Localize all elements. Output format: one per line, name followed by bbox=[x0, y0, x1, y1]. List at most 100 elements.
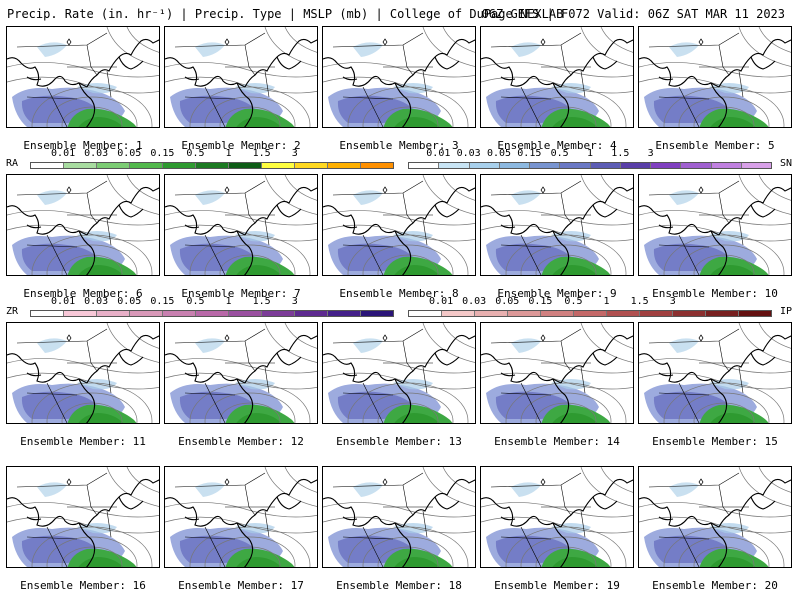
ensemble-member-map bbox=[164, 466, 318, 568]
legend-color-swatch bbox=[295, 311, 328, 316]
legend-tick-label: 1 bbox=[586, 148, 594, 159]
legend-tick-label: 0.05 bbox=[486, 148, 512, 159]
ensemble-member-map bbox=[322, 26, 476, 128]
freezing-rain-legend: ZR 0.01 0.03 0.05 0.15 0.5 1 1.5 3 bbox=[0, 296, 400, 326]
rain-legend-colorbar bbox=[30, 162, 394, 169]
legend-tick-label: 0.5 bbox=[186, 148, 205, 159]
ensemble-member-map bbox=[480, 26, 634, 128]
ensemble-member-label: Ensemble Member: 1 bbox=[23, 139, 143, 152]
ensemble-member-label: Ensemble Member: 14 bbox=[494, 435, 620, 448]
legend-color-swatch bbox=[97, 163, 130, 168]
legend-tick-label: 0.03 bbox=[84, 296, 109, 307]
legend-tick-label: 1 bbox=[225, 148, 232, 159]
ensemble-member-label: Ensemble Member: 2 bbox=[181, 139, 301, 152]
legend-tick-label: 1.5 bbox=[252, 296, 271, 307]
snow-legend-tag: SN bbox=[779, 158, 792, 169]
legend-tick-label: 3 bbox=[291, 148, 298, 159]
legend-color-swatch bbox=[409, 163, 440, 168]
legend-color-swatch bbox=[163, 311, 196, 316]
ice-pellets-legend-tag: IP bbox=[779, 306, 792, 317]
legend-tick-label: 0.15 bbox=[150, 148, 175, 159]
legend-tick-label: 0.03 bbox=[84, 148, 109, 159]
legend-color-swatch bbox=[607, 311, 640, 316]
ensemble-member-map bbox=[638, 174, 792, 276]
legend-tick-label: 1.5 bbox=[252, 148, 271, 159]
legend-color-swatch bbox=[711, 163, 742, 168]
legend-color-swatch bbox=[262, 163, 295, 168]
ensemble-member-label: Ensemble Member: 10 bbox=[652, 287, 778, 300]
legend-color-swatch bbox=[439, 163, 470, 168]
freezing-rain-legend-tag: ZR bbox=[6, 306, 19, 317]
legend-tick-label: 1.5 bbox=[630, 296, 649, 307]
legend-color-swatch bbox=[31, 163, 64, 168]
ensemble-member-map bbox=[164, 26, 318, 128]
ensemble-member-label: Ensemble Member: 7 bbox=[181, 287, 301, 300]
header-model-valid-time: 06Z GEFS | F072 Valid: 06Z SAT MAR 11 20… bbox=[481, 7, 785, 21]
ensemble-member-map bbox=[322, 466, 476, 568]
ensemble-member-map bbox=[638, 322, 792, 424]
ensemble-member-label: Ensemble Member: 17 bbox=[178, 579, 304, 592]
legend-color-swatch bbox=[681, 163, 712, 168]
legend-color-swatch bbox=[295, 163, 328, 168]
ensemble-member-label: Ensemble Member: 12 bbox=[178, 435, 304, 448]
legend-color-swatch bbox=[229, 163, 262, 168]
legend-tick-label: 0.05 bbox=[117, 296, 142, 307]
rain-rate-legend: RA 0.01 0.03 0.05 0.15 0.5 1 1.5 3 bbox=[0, 148, 400, 178]
legend-color-swatch bbox=[328, 163, 361, 168]
legend-tick-label: 1 bbox=[603, 296, 610, 307]
legend-tick-label: 0.03 bbox=[462, 296, 487, 307]
legend-color-swatch bbox=[163, 163, 196, 168]
legend-tick-label: 0.05 bbox=[117, 148, 142, 159]
legend-color-swatch bbox=[130, 311, 163, 316]
legend-tick-label: 3 bbox=[647, 148, 654, 159]
legend-tick-label: 3 bbox=[669, 296, 676, 307]
legend-tick-label: 1 bbox=[225, 296, 232, 307]
legend-tick-label: 1.5 bbox=[611, 148, 630, 159]
legend-color-swatch bbox=[130, 163, 163, 168]
header-product-title: Precip. Rate (in. hr⁻¹) | Precip. Type |… bbox=[7, 7, 564, 21]
ensemble-member-map bbox=[480, 322, 634, 424]
legend-color-swatch bbox=[739, 311, 771, 316]
freezing-rain-legend-colorbar bbox=[30, 310, 394, 317]
legend-tick-label: 0.5 bbox=[564, 296, 583, 307]
ensemble-member-label: Ensemble Member: 15 bbox=[652, 435, 778, 448]
ensemble-member-label: Ensemble Member: 6 bbox=[23, 287, 143, 300]
ensemble-member-label: Ensemble Member: 9 bbox=[497, 287, 617, 300]
rain-legend-tag: RA bbox=[6, 158, 19, 169]
ice-pellets-legend-colorbar bbox=[408, 310, 772, 317]
legend-color-swatch bbox=[508, 311, 541, 316]
legend-tick-label: 0.5 bbox=[186, 296, 205, 307]
legend-color-swatch bbox=[530, 163, 561, 168]
legend-tick-label: 0.03 bbox=[456, 148, 481, 159]
ensemble-member-map bbox=[638, 26, 792, 128]
legend-color-swatch bbox=[706, 311, 739, 316]
ensemble-member-label: Ensemble Member: 11 bbox=[20, 435, 146, 448]
legend-color-swatch bbox=[64, 163, 97, 168]
ensemble-member-map bbox=[6, 174, 160, 276]
legend-color-swatch bbox=[673, 311, 706, 316]
legend-color-swatch bbox=[31, 311, 64, 316]
legend-tick-label: 0.5 bbox=[550, 148, 569, 159]
header-bar: Precip. Rate (in. hr⁻¹) | Precip. Type |… bbox=[0, 0, 800, 26]
legend-color-swatch bbox=[361, 163, 393, 168]
legend-color-swatch bbox=[620, 163, 651, 168]
legend-color-swatch bbox=[328, 311, 361, 316]
legend-tick-label: 0.01 bbox=[51, 148, 76, 159]
legend-color-swatch bbox=[97, 311, 130, 316]
legend-tick-label: 0.01 bbox=[426, 148, 451, 159]
ensemble-member-label: Ensemble Member: 3 bbox=[339, 139, 459, 152]
legend-color-swatch bbox=[196, 311, 229, 316]
ensemble-member-label: Ensemble Member: 13 bbox=[336, 435, 462, 448]
legend-color-swatch bbox=[475, 311, 508, 316]
snow-rate-legend: SN 0.01 0.03 0.05 0.15 0.5 1 1.5 3 bbox=[400, 148, 800, 178]
ensemble-member-label: Ensemble Member: 16 bbox=[20, 579, 146, 592]
legend-color-swatch bbox=[560, 163, 591, 168]
legend-color-swatch bbox=[196, 163, 229, 168]
legend-color-swatch bbox=[442, 311, 475, 316]
ensemble-member-map bbox=[322, 174, 476, 276]
ensemble-member-map bbox=[480, 174, 634, 276]
legend-color-swatch bbox=[640, 311, 673, 316]
legend-color-swatch bbox=[651, 163, 682, 168]
legend-tick-label: 0.15 bbox=[150, 296, 175, 307]
snow-legend-colorbar bbox=[408, 162, 772, 169]
